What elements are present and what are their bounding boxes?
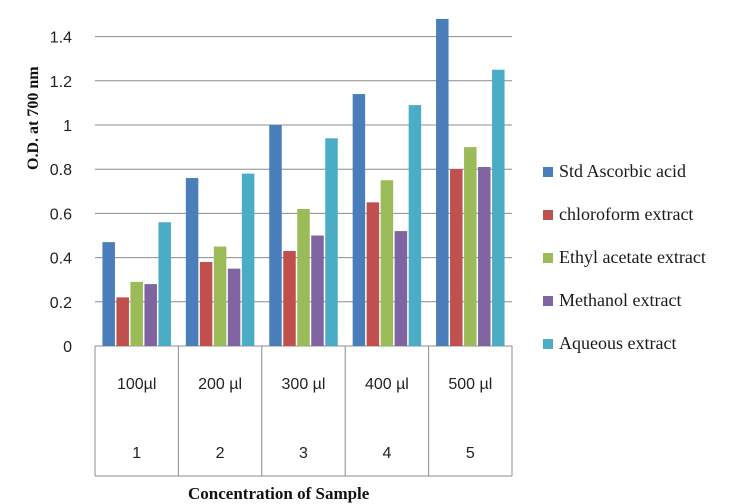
legend-swatch (543, 166, 553, 177)
bar (227, 268, 241, 346)
legend-label: Aqueous extract (559, 333, 677, 353)
bar (199, 262, 213, 346)
y-tick-label: 0.2 (50, 295, 72, 312)
legend-swatch (543, 209, 553, 220)
y-tick-label: 0.4 (50, 251, 72, 268)
x-tick-label: 500 µl (448, 376, 492, 393)
bar (213, 246, 227, 346)
bar (130, 281, 143, 346)
bar (241, 173, 255, 346)
legend-item: Ethyl acetate extract (543, 236, 748, 279)
y-axis-label: O.D. at 700 nm (25, 66, 42, 170)
legend-swatch (543, 252, 553, 263)
bar (144, 284, 157, 346)
x-tick-number: 4 (382, 445, 391, 462)
legend-swatch (543, 295, 553, 306)
y-tick-label: 1.6 (50, 0, 72, 2)
bar (269, 125, 282, 346)
x-tick-label: 400 µl (365, 376, 409, 393)
x-tick-number: 2 (216, 445, 225, 462)
legend: Std Ascorbic acid chloroform extract Eth… (543, 150, 748, 365)
x-tick-number: 5 (466, 445, 475, 462)
y-tick-label: 0 (63, 339, 72, 356)
x-tick-label: 300 µl (282, 376, 326, 393)
legend-label: Ethyl acetate extract (559, 247, 706, 267)
bar (325, 138, 338, 346)
bar (492, 69, 505, 346)
x-tick-label: 100µl (117, 376, 156, 393)
legend-item: Std Ascorbic acid (543, 150, 748, 193)
bar (116, 297, 129, 346)
legend-label: chloroform extract (559, 204, 694, 224)
bar (158, 222, 171, 346)
bar (450, 169, 463, 346)
y-tick-label: 0.6 (50, 206, 72, 223)
bar (408, 105, 422, 346)
y-tick-label: 0.8 (50, 162, 72, 179)
x-axis-label: Concentration of Sample (188, 484, 370, 503)
bar (436, 18, 449, 346)
bar (102, 242, 115, 346)
bar (297, 208, 310, 346)
legend-item: Methanol extract (543, 279, 748, 322)
legend-item: chloroform extract (543, 193, 748, 236)
legend-label: Methanol extract (559, 290, 682, 310)
y-tick-label: 1 (63, 118, 72, 135)
legend-item: Aqueous extract (543, 322, 748, 365)
bar (394, 231, 408, 346)
bar (185, 178, 199, 346)
bar (478, 166, 491, 346)
bar (352, 94, 366, 346)
y-tick-label: 1.4 (50, 30, 72, 47)
y-tick-label: 1.2 (50, 74, 72, 91)
bar (283, 250, 296, 346)
bar (366, 202, 380, 346)
bar (380, 180, 394, 346)
x-tick-number: 3 (299, 445, 308, 462)
legend-swatch (543, 338, 553, 349)
x-tick-label: 200 µl (198, 376, 242, 393)
bar (311, 235, 324, 346)
legend-label: Std Ascorbic acid (559, 161, 686, 181)
x-tick-number: 1 (132, 445, 141, 462)
bar (464, 147, 477, 346)
